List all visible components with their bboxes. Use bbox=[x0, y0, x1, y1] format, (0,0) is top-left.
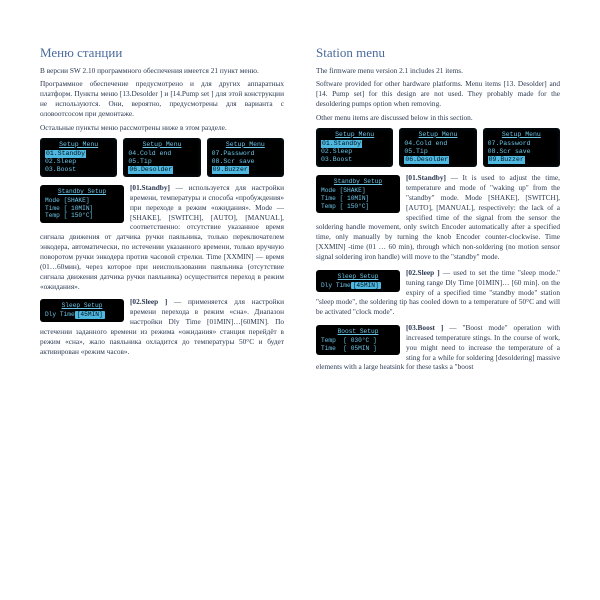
oled-menu: Setup Menu 04.Cold end 05.Tip 06.Desolde… bbox=[399, 128, 476, 168]
oled-standby: Standby Setup Mode [SHAKE] Time [ 10MIN]… bbox=[316, 175, 400, 213]
left-title: Меню станции bbox=[40, 44, 284, 62]
right-para2: Other menu items are discussed below in … bbox=[316, 113, 560, 123]
right-para1: Software provided for other hardware pla… bbox=[316, 79, 560, 109]
oled-menu: Setup Menu 07.Password 08.Scr save 09.Bu… bbox=[483, 128, 560, 168]
entry-label: [03.Boost ] bbox=[406, 323, 443, 332]
oled-menu: Setup Menu 07.Password 08.Scr save 09.Bu… bbox=[207, 138, 284, 178]
left-entry-sleep: Sleep Setup Dly Time[45MIN] [02.Sleep ] … bbox=[40, 297, 284, 356]
right-title: Station menu bbox=[316, 44, 560, 62]
left-para1: Программное обеспечение предусмотрено и … bbox=[40, 79, 284, 118]
entry-label: [02.Sleep ] bbox=[406, 268, 440, 277]
oled-menu: Setup Menu 01.Standby 02.Sleep 03.Boost bbox=[40, 138, 117, 178]
left-para2: Остальные пункты меню рассмотрены ниже в… bbox=[40, 123, 284, 133]
right-column: Station menu The firmware menu version 2… bbox=[316, 44, 560, 378]
entry-label: [01.Standby] bbox=[406, 173, 446, 182]
left-menu-row: Setup Menu 01.Standby 02.Sleep 03.Boost … bbox=[40, 138, 284, 178]
right-entry-standby: Standby Setup Mode [SHAKE] Time [ 10MIN]… bbox=[316, 173, 560, 262]
oled-menu: Setup Menu 04.Cold end 05.Tip 06.Desolde… bbox=[123, 138, 200, 178]
entry-label: [01.Standby] bbox=[130, 183, 170, 192]
oled-sleep: Sleep Setup Dly Time[45MIN] bbox=[40, 299, 124, 322]
oled-menu: Setup Menu 01.Standby 02.Sleep 03.Boost bbox=[316, 128, 393, 168]
oled-standby: Standby Setup Mode [SHAKE] Time [ 10MIN]… bbox=[40, 185, 124, 223]
right-intro: The firmware menu version 2.1 includes 2… bbox=[316, 66, 560, 76]
right-entry-sleep: Sleep Setup Dly Time[45MIN] [02.Sleep ] … bbox=[316, 268, 560, 317]
left-intro: В версии SW 2.10 программного обеспечени… bbox=[40, 66, 284, 76]
right-menu-row: Setup Menu 01.Standby 02.Sleep 03.Boost … bbox=[316, 128, 560, 168]
right-entry-boost: Boost Setup Temp [ 030°C ] Time [ 05MIN … bbox=[316, 323, 560, 372]
oled-sleep: Sleep Setup Dly Time[45MIN] bbox=[316, 270, 400, 293]
oled-boost: Boost Setup Temp [ 030°C ] Time [ 05MIN … bbox=[316, 325, 400, 355]
left-entry-standby: Standby Setup Mode [SHAKE] Time [ 10MIN]… bbox=[40, 183, 284, 291]
left-column: Меню станции В версии SW 2.10 программно… bbox=[40, 44, 284, 378]
entry-label: [02.Sleep ] bbox=[130, 297, 167, 306]
